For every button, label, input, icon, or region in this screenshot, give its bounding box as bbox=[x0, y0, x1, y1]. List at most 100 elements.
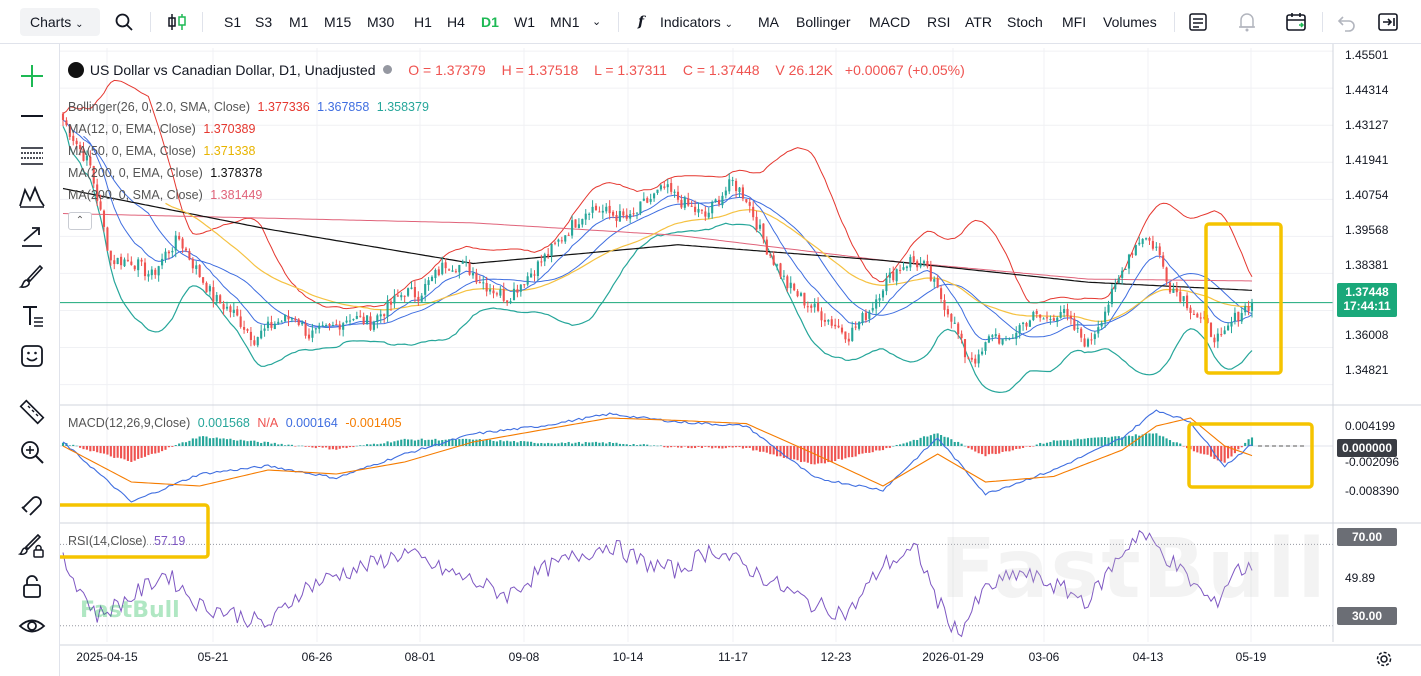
macd-histogram-bar bbox=[840, 446, 844, 460]
chart-template-icon[interactable] bbox=[1188, 12, 1208, 32]
candle-body bbox=[495, 293, 498, 295]
indicator-shortcut-macd[interactable]: MACD bbox=[869, 14, 911, 30]
macd-histogram-bar bbox=[417, 439, 420, 446]
rsi-legend[interactable]: RSI(14,Close) 57.19 bbox=[68, 534, 189, 548]
timeframe-h4[interactable]: H4 bbox=[447, 14, 465, 30]
macd-histogram-bar bbox=[362, 445, 365, 446]
calendar-replay-icon[interactable] bbox=[1285, 11, 1307, 33]
fib-lines-icon[interactable] bbox=[18, 142, 46, 170]
macd-legend[interactable]: MACD(12,26,9,Close) 0.001568 N/A 0.00016… bbox=[68, 416, 406, 430]
alert-bell-icon[interactable] bbox=[1237, 11, 1257, 33]
eye-icon[interactable] bbox=[18, 612, 46, 640]
macd-histogram-bar bbox=[762, 446, 765, 452]
last-price-tag: 1.37448 17:44:11 bbox=[1337, 283, 1397, 317]
unlock-icon[interactable] bbox=[18, 572, 46, 600]
trend-arrow-icon[interactable] bbox=[18, 222, 46, 250]
candle-body bbox=[1004, 338, 1008, 340]
ma200-ema-legend[interactable]: MA(200, 0, EMA, Close) 1.378378 bbox=[68, 166, 266, 180]
timeframe-m1[interactable]: M1 bbox=[289, 14, 309, 30]
brush-icon[interactable] bbox=[18, 262, 46, 290]
ruler-icon[interactable] bbox=[18, 398, 46, 426]
indicator-shortcut-bollinger[interactable]: Bollinger bbox=[796, 14, 851, 30]
toolbar-separator bbox=[618, 12, 619, 32]
timeframe-m30[interactable]: M30 bbox=[367, 14, 395, 30]
indicator-shortcut-ma[interactable]: MA bbox=[758, 14, 779, 30]
timeframe-h1[interactable]: H1 bbox=[414, 14, 432, 30]
indicators-button[interactable]: Indicators ⌄ bbox=[660, 0, 733, 44]
macd-histogram-bar bbox=[666, 446, 669, 448]
candle-body bbox=[690, 205, 693, 207]
timeframe-mn1[interactable]: MN1 bbox=[550, 14, 580, 30]
chart-canvas[interactable] bbox=[60, 44, 1421, 676]
bollinger-legend[interactable]: Bollinger(26, 0, 2.0, SMA, Close) 1.3773… bbox=[68, 100, 433, 114]
candle-body bbox=[735, 180, 738, 192]
candle-body bbox=[403, 295, 406, 297]
macd-histogram-bar bbox=[929, 435, 932, 446]
macd-histogram-bar bbox=[560, 442, 563, 446]
macd-histogram-bar bbox=[1011, 446, 1014, 451]
candle-body bbox=[126, 259, 129, 261]
macd-histogram-bar bbox=[659, 445, 662, 447]
timeframe-m15[interactable]: M15 bbox=[324, 14, 352, 30]
exit-fullscreen-icon[interactable] bbox=[1377, 11, 1399, 33]
candle-body bbox=[1117, 278, 1120, 283]
ma12-legend[interactable]: MA(12, 0, EMA, Close) 1.370389 bbox=[68, 122, 259, 136]
indicator-shortcut-stoch[interactable]: Stoch bbox=[1007, 14, 1043, 30]
candle-body bbox=[471, 272, 475, 276]
text-tool-icon[interactable] bbox=[18, 302, 46, 330]
candle-body bbox=[909, 257, 912, 268]
ma50-legend[interactable]: MA(50, 0, EMA, Close) 1.371338 bbox=[68, 144, 259, 158]
rsi-lower-tag: 30.00 bbox=[1337, 607, 1397, 625]
candle-body bbox=[994, 334, 997, 337]
indicator-shortcut-atr[interactable]: ATR bbox=[965, 14, 992, 30]
magnet-icon[interactable] bbox=[18, 492, 46, 520]
macd-histogram-bar bbox=[270, 443, 273, 446]
candle-body bbox=[410, 287, 413, 289]
candle-body bbox=[1186, 295, 1189, 309]
candle-body bbox=[653, 193, 656, 199]
undo-icon[interactable] bbox=[1337, 12, 1357, 32]
pattern-icon[interactable] bbox=[18, 182, 46, 210]
macd-histogram-bar bbox=[735, 446, 738, 448]
crosshair-plus-icon[interactable] bbox=[18, 62, 46, 90]
candle-body bbox=[700, 209, 703, 211]
timeframe-d1[interactable]: D1 bbox=[481, 14, 499, 30]
charts-menu-button[interactable]: Charts ⌄ bbox=[20, 8, 100, 36]
macd-histogram-bar bbox=[157, 446, 160, 453]
search-icon[interactable] bbox=[114, 12, 134, 32]
symbol-title: US Dollar vs Canadian Dollar, D1, Unadju… bbox=[89, 62, 376, 78]
macd-histogram-bar bbox=[1230, 446, 1233, 457]
candlestick-type-icon[interactable] bbox=[166, 12, 188, 32]
lock-edit-icon[interactable] bbox=[18, 532, 46, 560]
zoom-in-icon[interactable] bbox=[18, 438, 46, 466]
candle-body bbox=[567, 234, 570, 236]
emoji-icon[interactable] bbox=[18, 342, 46, 370]
time-axis-label: 03-06 bbox=[1028, 650, 1060, 664]
macd-histogram-bar bbox=[393, 441, 396, 446]
indicator-shortcut-volumes[interactable]: Volumes bbox=[1103, 14, 1157, 30]
candle-body bbox=[99, 201, 102, 210]
ma200-sma-legend[interactable]: MA(200, 0, SMA, Close) 1.381449 bbox=[68, 188, 266, 202]
macd-histogram-bar bbox=[1008, 446, 1011, 452]
candle-body bbox=[748, 202, 751, 206]
candle-body bbox=[970, 357, 973, 360]
macd-histogram-bar bbox=[348, 446, 352, 448]
candle-body bbox=[400, 295, 403, 298]
macd-histogram-bar bbox=[536, 443, 539, 446]
macd-histogram-bar bbox=[82, 446, 85, 450]
candle-body bbox=[1179, 291, 1182, 302]
timeframe-s1[interactable]: S1 bbox=[224, 14, 242, 30]
timeframe-w1[interactable]: W1 bbox=[514, 14, 535, 30]
candle-body bbox=[1216, 333, 1219, 342]
macd-histogram-bar bbox=[653, 445, 656, 446]
price-axis-label: 1.43127 bbox=[1345, 118, 1389, 132]
more-timeframes-chevron-icon[interactable]: ⌄ bbox=[592, 16, 602, 28]
collapse-legend-button[interactable]: ⌃ bbox=[68, 212, 92, 230]
timeframe-s3[interactable]: S3 bbox=[255, 14, 273, 30]
indicator-shortcut-mfi[interactable]: MFI bbox=[1062, 14, 1087, 30]
settings-gear-icon[interactable] bbox=[1375, 650, 1393, 668]
indicator-shortcut-rsi[interactable]: RSI bbox=[927, 14, 951, 30]
macd-histogram-bar bbox=[325, 446, 328, 448]
candle-body bbox=[594, 205, 598, 211]
horizontal-line-icon[interactable] bbox=[18, 102, 46, 130]
